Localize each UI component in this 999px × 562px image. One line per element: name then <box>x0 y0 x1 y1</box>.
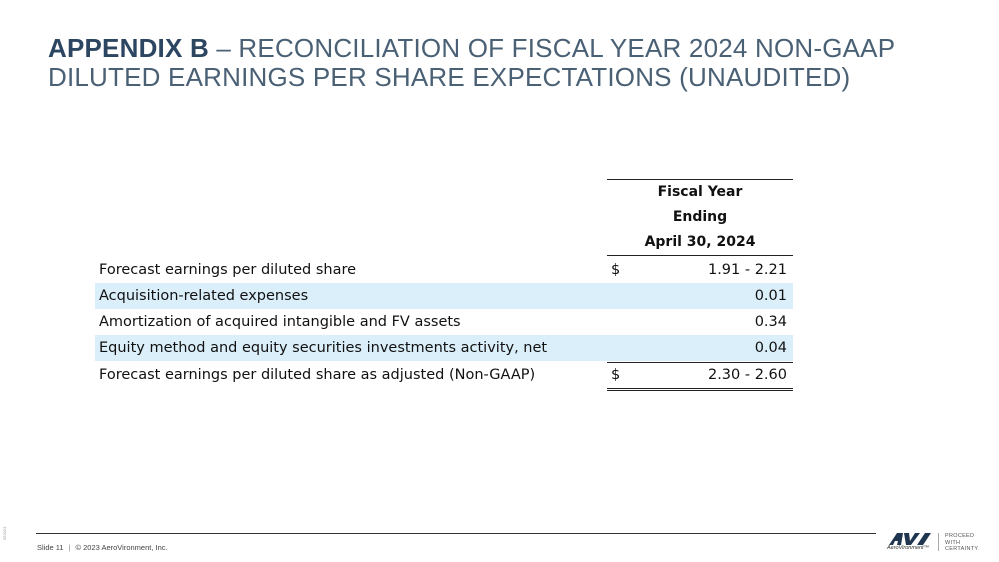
row-label: Acquisition-related expenses <box>99 288 309 304</box>
row-label: Equity method and equity securities inve… <box>99 340 548 356</box>
row-value: 1.91 - 2.21 <box>707 262 787 278</box>
footer-separator: | <box>68 543 71 552</box>
table-row: Amortization of acquired intangible and … <box>95 309 793 335</box>
footer: Slide 11 | © 2023 AeroVironment, Inc. <box>37 543 168 552</box>
page-title: APPENDIX B – RECONCILIATION OF FISCAL YE… <box>48 34 978 92</box>
total-rule <box>607 362 793 391</box>
logo-divider <box>938 533 939 551</box>
tagline-line-2: WITH <box>945 539 961 546</box>
table-row: Forecast earnings per diluted share $ 1.… <box>95 257 793 283</box>
tagline-line-3: CERTAINTY <box>945 546 979 552</box>
copyright: © 2023 AeroVironment, Inc. <box>75 543 168 552</box>
table-row: Equity method and equity securities inve… <box>95 335 793 361</box>
row-value: 0.34 <box>754 314 787 330</box>
row-label: Amortization of acquired intangible and … <box>99 314 461 330</box>
title-appendix: APPENDIX B <box>48 33 209 63</box>
row-label: Forecast earnings per diluted share as a… <box>99 367 536 383</box>
column-header: Fiscal Year Ending April 30, 2024 <box>607 179 793 256</box>
side-code: 092023 <box>2 526 7 540</box>
row-value: 0.04 <box>754 340 787 356</box>
header-line-2: Ending <box>672 209 728 225</box>
tagline-line-1: PROCEED <box>945 533 975 539</box>
row-value: 2.30 - 2.60 <box>707 367 787 383</box>
title-description: – RECONCILIATION OF FISCAL YEAR 2024 NON… <box>48 33 895 92</box>
brand-name: AeroVironment™ <box>887 545 930 551</box>
table-row-total: Forecast earnings per diluted share as a… <box>95 362 793 391</box>
row-label: Forecast earnings per diluted share <box>99 262 357 278</box>
av-logo-icon <box>889 533 931 545</box>
tagline: PROCEED WITH CERTAINTY <box>945 533 978 553</box>
currency-symbol: $ <box>611 367 621 383</box>
slide-number: Slide 11 <box>37 543 64 552</box>
footer-divider <box>36 533 876 534</box>
table-row: Acquisition-related expenses 0.01 <box>95 283 793 309</box>
header-line-3: April 30, 2024 <box>607 230 793 256</box>
row-value: 0.01 <box>754 288 787 304</box>
currency-symbol: $ <box>611 262 621 278</box>
header-line-1: Fiscal Year <box>657 184 743 200</box>
